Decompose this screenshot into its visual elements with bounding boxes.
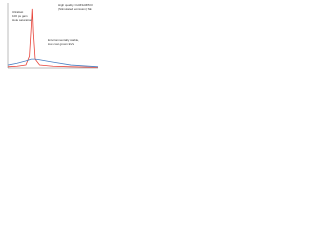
chart: High quality CH3NH3PbI3(Stimulated emiss… (7, 3, 99, 69)
annotation: Ultrafast (12, 10, 23, 14)
annotation: High quality CH3NH3PbI3 (58, 3, 93, 7)
data-line (7, 8, 99, 68)
annotation: Hole saturation (12, 18, 33, 22)
annotation: low cost grown EVs (48, 42, 75, 46)
annotation: (Stimulated emission) SE (58, 7, 92, 11)
annotation: Environmentally stable, (48, 38, 79, 42)
data-line (7, 58, 99, 68)
annotation: 100 ps gain (12, 14, 28, 18)
